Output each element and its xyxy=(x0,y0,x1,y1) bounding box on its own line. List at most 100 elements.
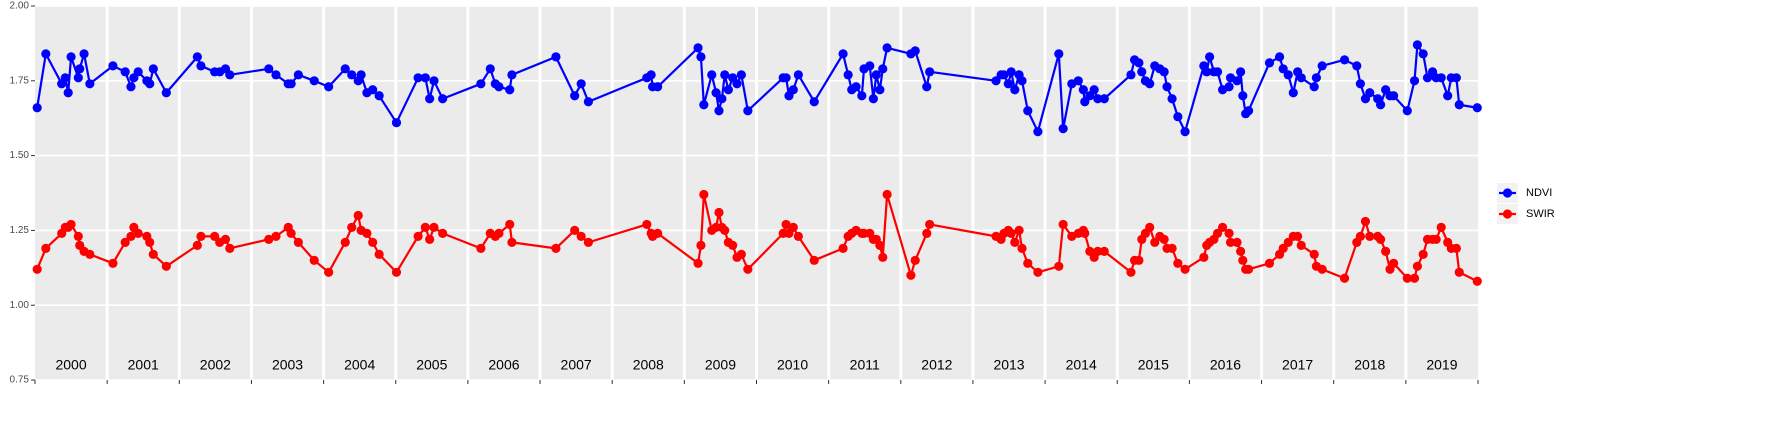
data-point xyxy=(1167,94,1177,104)
data-point xyxy=(1006,228,1016,238)
data-point xyxy=(1355,231,1365,241)
data-point xyxy=(309,76,319,86)
data-point xyxy=(1388,258,1399,268)
data-point xyxy=(286,79,296,89)
data-point xyxy=(551,52,561,62)
data-point xyxy=(73,73,83,83)
data-point xyxy=(1309,249,1319,259)
data-point xyxy=(66,52,76,62)
data-point xyxy=(693,43,703,53)
data-point xyxy=(851,82,861,92)
data-point xyxy=(374,249,384,259)
data-point xyxy=(413,73,423,83)
legend-point xyxy=(1502,188,1513,198)
data-point xyxy=(1375,234,1386,244)
data-point xyxy=(925,219,935,230)
data-point xyxy=(570,225,580,235)
data-point xyxy=(793,70,803,80)
data-point xyxy=(1023,258,1033,268)
data-point xyxy=(1311,73,1321,83)
data-point xyxy=(1137,67,1147,77)
data-point xyxy=(1033,127,1043,137)
data-point xyxy=(1412,40,1422,50)
data-point xyxy=(1205,52,1215,62)
data-point xyxy=(1073,76,1083,86)
data-point xyxy=(1089,85,1099,95)
data-point xyxy=(1317,61,1327,71)
data-point xyxy=(1339,273,1350,283)
data-point xyxy=(347,70,357,80)
data-point xyxy=(1296,240,1306,250)
data-point xyxy=(420,222,430,233)
data-point xyxy=(75,64,85,74)
data-point xyxy=(1010,85,1020,95)
data-point xyxy=(1264,58,1275,68)
data-point xyxy=(1224,82,1234,92)
data-point xyxy=(723,85,733,95)
data-point xyxy=(1418,49,1428,59)
data-point xyxy=(161,88,171,98)
x-tick-label: 2013 xyxy=(993,357,1024,373)
data-point xyxy=(1023,106,1033,116)
data-point xyxy=(1236,67,1246,77)
data-point xyxy=(413,231,423,241)
data-point xyxy=(438,94,448,104)
data-point xyxy=(66,219,76,230)
data-point xyxy=(843,70,853,80)
data-point xyxy=(196,231,206,241)
y-tick-label: 1.00 xyxy=(10,300,30,311)
data-point xyxy=(736,249,746,259)
data-point xyxy=(1003,79,1013,89)
data-point xyxy=(925,67,935,77)
data-point xyxy=(1054,49,1064,59)
data-point xyxy=(264,64,274,74)
data-point xyxy=(1352,61,1362,71)
x-tick-label: 2006 xyxy=(488,357,519,373)
data-point xyxy=(717,94,727,104)
data-point xyxy=(1014,225,1024,235)
x-tick-label: 2001 xyxy=(128,357,159,373)
data-point xyxy=(1431,234,1441,244)
data-point xyxy=(264,234,274,244)
data-point xyxy=(1225,237,1236,247)
data-point xyxy=(1243,264,1254,274)
data-point xyxy=(429,76,439,86)
data-point xyxy=(1472,276,1482,286)
data-point xyxy=(356,70,366,80)
data-point xyxy=(1454,100,1464,110)
x-tick-label: 2017 xyxy=(1282,357,1313,373)
data-point xyxy=(1167,243,1177,253)
data-point xyxy=(809,255,819,265)
data-point xyxy=(720,70,730,80)
x-tick-label: 2007 xyxy=(561,357,592,373)
data-point xyxy=(1232,237,1242,247)
data-point xyxy=(1436,73,1446,83)
data-point xyxy=(1159,67,1169,77)
data-point xyxy=(1381,246,1391,256)
data-point xyxy=(1199,252,1209,262)
data-point xyxy=(1180,127,1190,137)
data-point xyxy=(576,79,586,89)
legend-label: SWIR xyxy=(1526,208,1555,220)
data-point xyxy=(192,52,202,62)
x-tick-label: 2019 xyxy=(1426,357,1457,373)
data-point xyxy=(1078,85,1088,95)
data-point xyxy=(1317,264,1327,274)
data-point xyxy=(570,91,580,101)
data-point xyxy=(120,237,130,247)
data-point xyxy=(1173,112,1183,122)
x-tick-label: 2004 xyxy=(344,357,375,373)
axes: 0.75 1.00 1.25 1.50 1.75 2.00 2000 2001 2002 2003… xyxy=(10,1,1479,386)
data-point xyxy=(878,64,888,74)
data-point xyxy=(145,79,155,89)
data-point xyxy=(73,231,83,241)
data-point xyxy=(1224,228,1234,238)
data-point xyxy=(693,258,703,268)
data-point xyxy=(425,94,435,104)
data-point xyxy=(368,85,378,95)
data-point xyxy=(1126,70,1136,80)
data-point xyxy=(1180,264,1190,274)
data-point xyxy=(362,228,372,238)
data-point xyxy=(1472,103,1482,113)
data-point xyxy=(108,61,118,71)
